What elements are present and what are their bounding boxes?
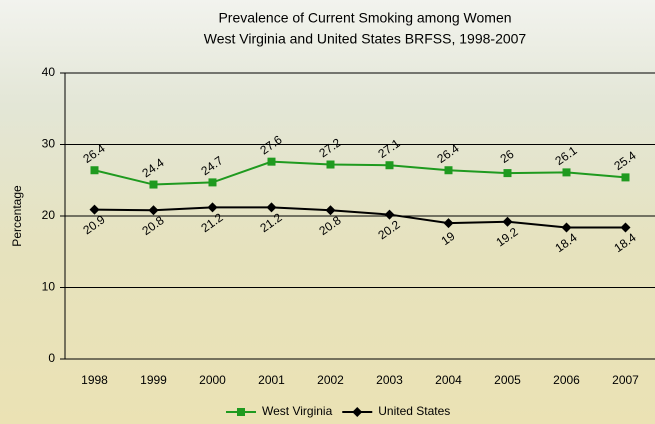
marker [207, 202, 218, 213]
marker [444, 166, 453, 175]
x-tick-label: 2004 [435, 373, 462, 387]
y-tick-label: 40 [42, 65, 56, 79]
x-tick-label: 2005 [494, 373, 521, 387]
marker [561, 222, 572, 233]
marker [620, 222, 631, 233]
marker [503, 169, 512, 178]
y-axis-label: Percentage [10, 185, 24, 247]
legend-label: United States [378, 404, 450, 418]
x-tick-label: 2001 [258, 373, 285, 387]
marker [267, 157, 276, 166]
marker [89, 204, 100, 215]
marker [502, 216, 513, 227]
marker [148, 205, 159, 216]
series-line [94, 160, 626, 186]
legend-marker [237, 408, 245, 416]
legend-marker [352, 407, 363, 417]
chart-subtitle: West Virginia and United States BRFSS, 1… [204, 31, 527, 47]
x-tick-label: 2006 [553, 373, 580, 387]
x-tick-label: 2003 [376, 373, 403, 387]
x-tick-label: 2000 [199, 373, 226, 387]
marker [266, 202, 277, 213]
chart-title: Prevalence of Current Smoking among Wome… [218, 10, 511, 26]
series-line [94, 206, 626, 229]
marker [208, 178, 217, 187]
x-tick-label: 2007 [612, 373, 639, 387]
marker [385, 161, 394, 170]
x-tick-label: 2002 [317, 373, 344, 387]
marker [621, 173, 630, 182]
y-tick-label: 30 [42, 137, 56, 151]
marker [149, 180, 158, 189]
x-tick-label: 1998 [81, 373, 108, 387]
y-tick-label: 10 [42, 280, 56, 294]
legend-label: West Virginia [262, 404, 333, 418]
marker [443, 218, 454, 229]
marker [384, 209, 395, 220]
y-tick-label: 0 [48, 351, 55, 365]
marker [562, 168, 571, 177]
marker [326, 160, 335, 169]
x-tick-label: 1999 [140, 373, 167, 387]
y-tick-label: 20 [42, 208, 56, 222]
marker [90, 166, 99, 175]
marker [325, 205, 336, 216]
